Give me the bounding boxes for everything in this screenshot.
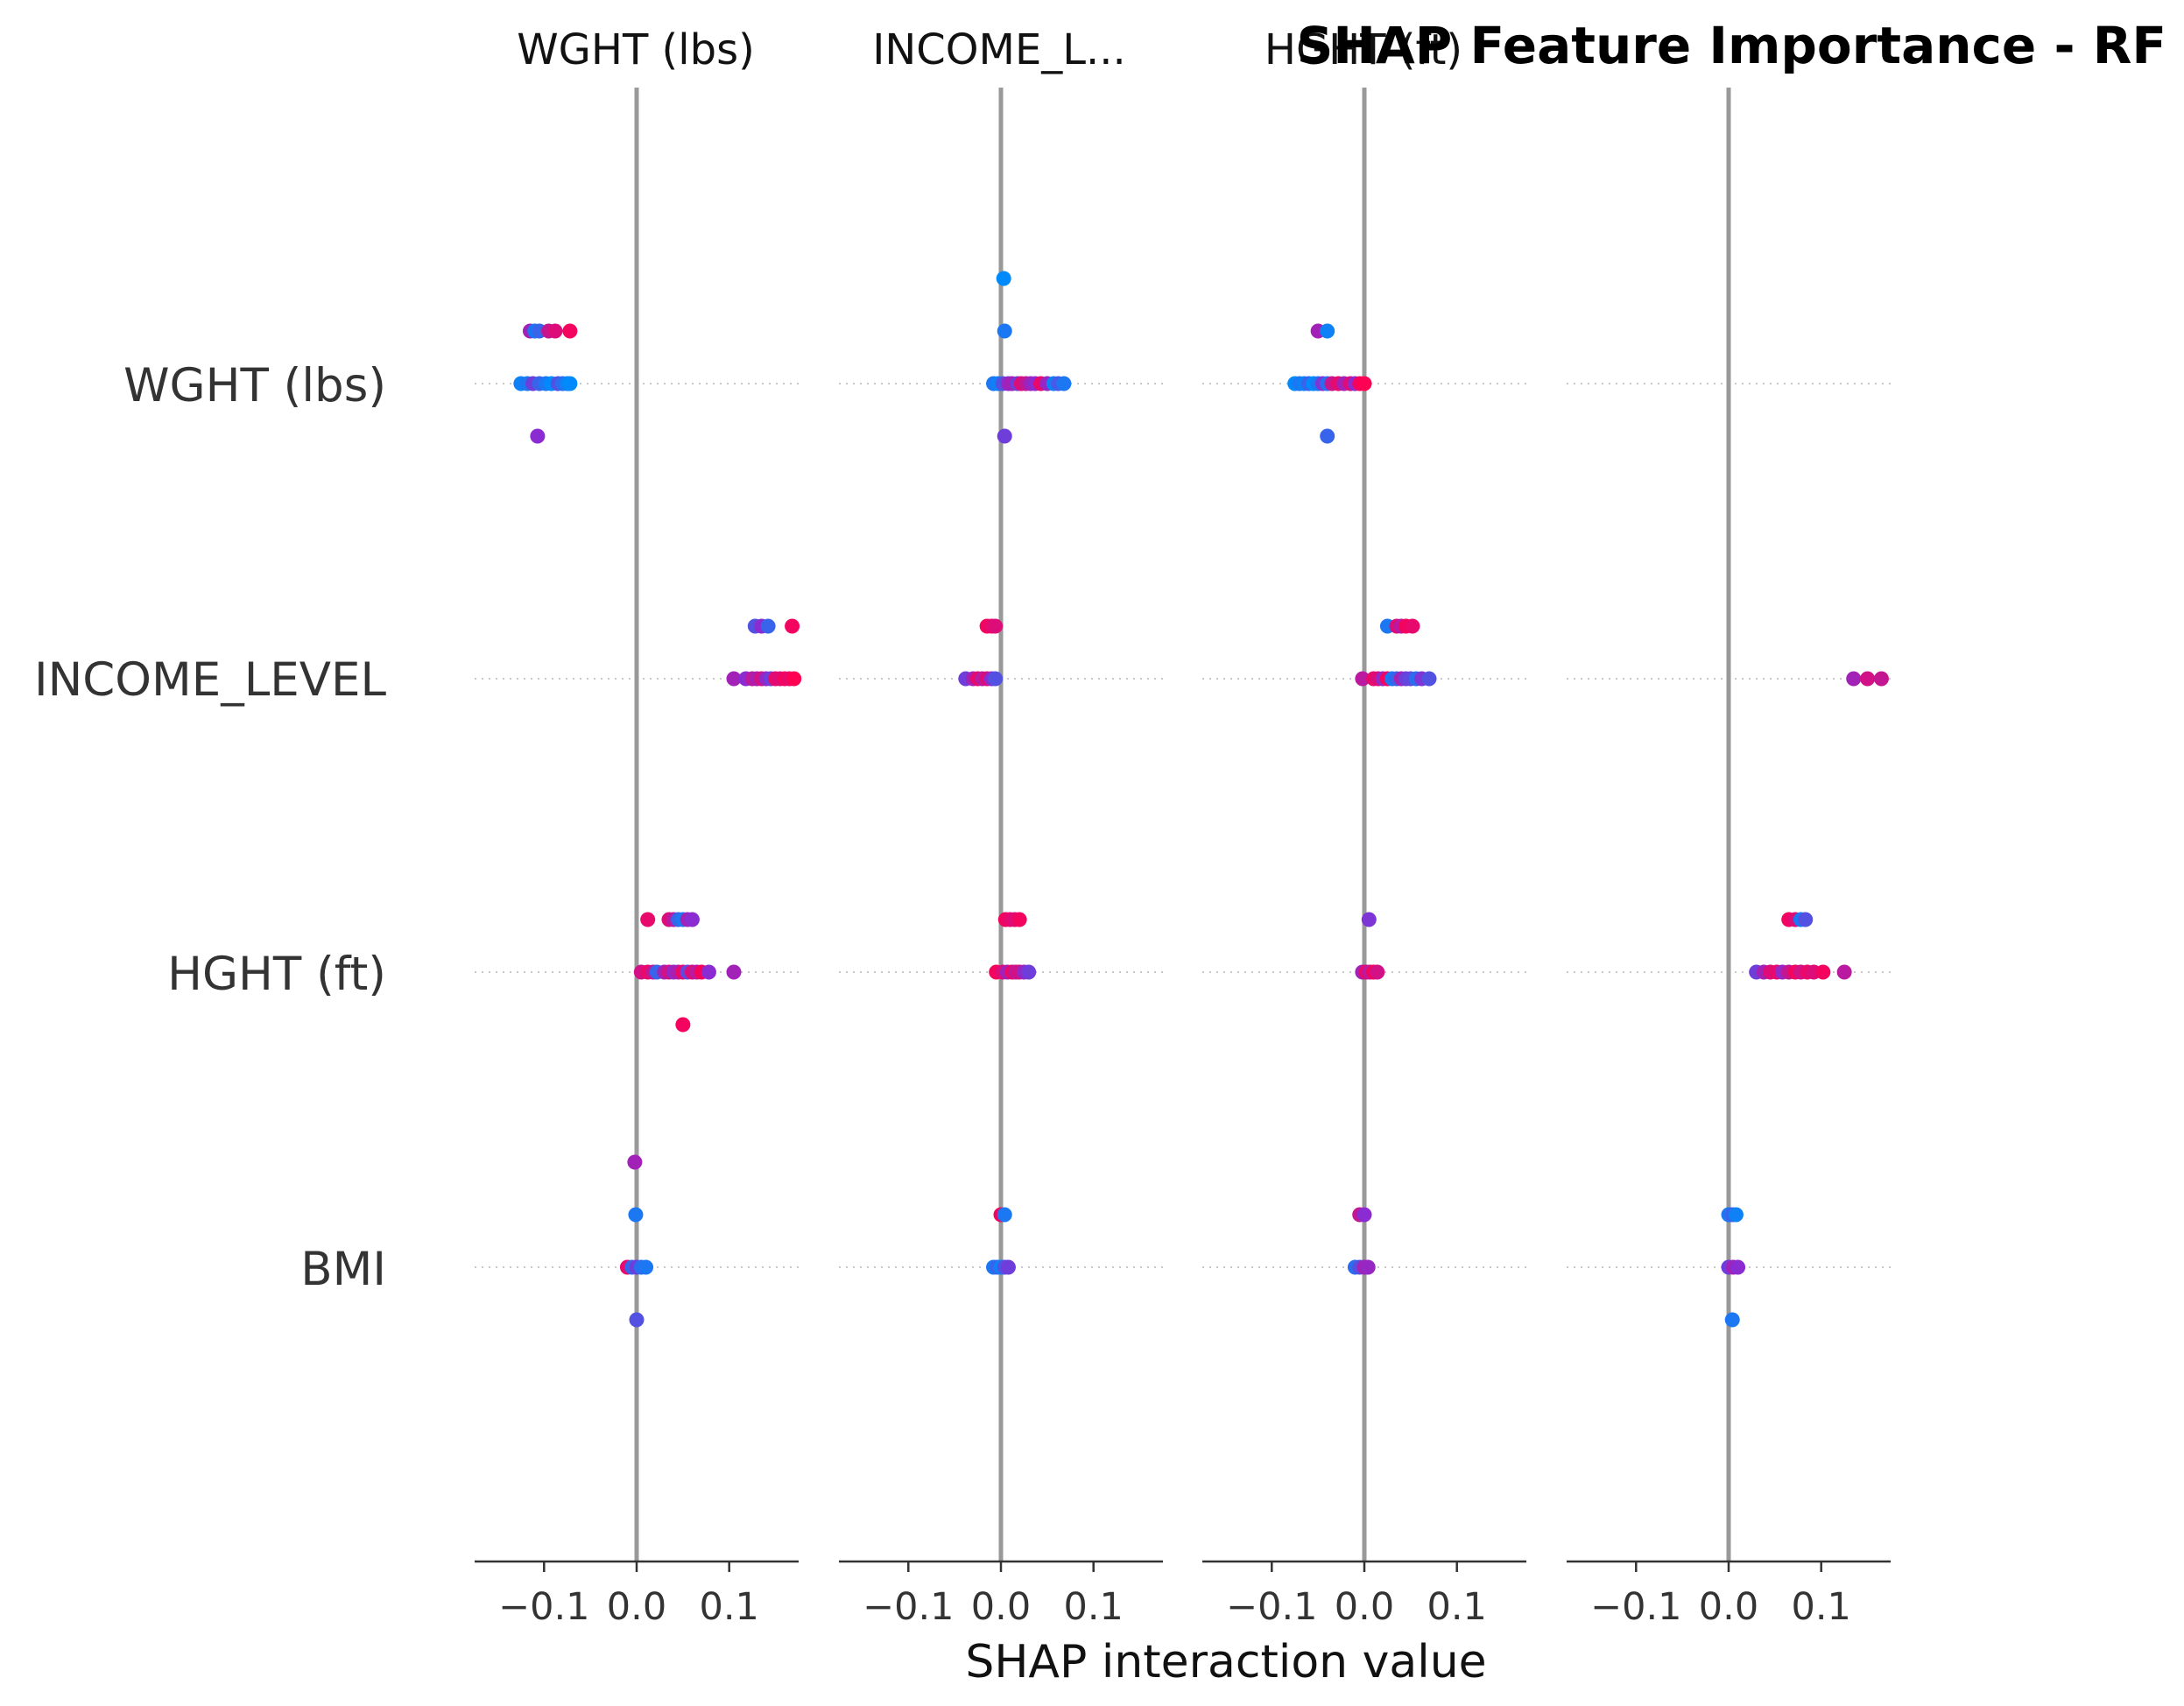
shap-point-bmi [997,1207,1012,1223]
shap-point-hght-ft [1798,912,1814,927]
panel-titles: WGHT (lbs) INCOME_L... HGHT (ft) [517,25,1462,74]
shap-point-bmi [1000,1259,1016,1275]
x-axis-label: SHAP interaction value [965,1636,1486,1688]
shap-point-bmi [1356,1207,1372,1223]
row-label-hght: HGHT (ft) [167,948,386,1001]
shap-point-bmi [1724,1312,1740,1328]
x-tick-label: 0.1 [1427,1585,1487,1629]
shap-point-income-level [988,671,1004,687]
x-tick-label: 0.0 [971,1585,1031,1629]
shap-point-wght-lbs [1056,376,1072,391]
shap-point-income-level [988,618,1004,634]
shap-point-hght-ft [675,1017,691,1033]
shap-point-bmi [1360,1259,1376,1275]
row-label-income-level: INCOME_LEVEL [34,653,386,707]
panel-title-hght: HGHT (ft) [1265,25,1462,74]
shap-point-hght-ft [1021,964,1037,980]
shap-point-hght-ft [701,964,716,980]
x-tick-label: 0.0 [1335,1585,1394,1629]
shap-point-income-level [1846,671,1862,687]
shap-point-wght-lbs [547,323,563,339]
shap-point-hght-ft [640,912,656,927]
shap-point-wght-lbs [996,271,1011,286]
x-tick-label: −0.1 [863,1585,954,1629]
x-tick-label: 0.1 [1792,1585,1851,1629]
x-tick-label: −0.1 [1590,1585,1681,1629]
row-label-wght: WGHT (lbs) [123,359,386,412]
panel-4: −0.1 0.0 0.1 [1567,88,1891,1629]
shap-point-wght-lbs [1356,376,1372,391]
row-labels: WGHT (lbs) INCOME_LEVEL HGHT (ft) BMI [34,359,386,1296]
shap-point-wght-lbs [1320,323,1335,339]
shap-point-wght-lbs [562,376,578,391]
panel-3: −0.1 0.0 0.1 [1202,88,1526,1629]
shap-point-wght-lbs [997,323,1012,339]
shap-point-income-level [1421,671,1437,687]
shap-point-bmi [628,1207,644,1223]
shap-point-hght-ft [1361,912,1377,927]
shap-point-income-level [1355,671,1370,687]
shap-point-income-level [726,671,742,687]
shap-point-bmi [629,1312,645,1328]
shap-point-wght-lbs [1320,428,1335,444]
shap-point-wght-lbs [997,428,1012,444]
shap-point-hght-ft [1836,964,1852,980]
panel-1: −0.1 0.0 0.1 [475,88,802,1629]
shap-point-bmi [627,1154,643,1170]
shap-point-income-level [786,671,802,687]
panel-title-income: INCOME_L... [872,25,1126,74]
panel-2: −0.1 0.0 0.1 [839,88,1163,1629]
shap-point-hght-ft [684,912,700,927]
shap-point-income-level [1873,671,1889,687]
x-tick-label: 0.0 [1699,1585,1758,1629]
row-label-bmi: BMI [300,1243,386,1296]
shap-point-hght-ft [1011,912,1027,927]
shap-point-hght-ft [1815,964,1831,980]
shap-point-income-level [785,618,800,634]
shap-point-bmi [1728,1207,1744,1223]
x-tick-label: 0.0 [607,1585,666,1629]
shap-point-bmi [638,1259,654,1275]
shap-point-wght-lbs [530,428,546,444]
panels: −0.1 0.0 0.1 −0.1 0.0 0.1 −0.1 0.0 0.1 −0.1 0.0 0.1 [475,88,1891,1629]
x-tick-label: −0.1 [1226,1585,1317,1629]
shap-point-hght-ft [1370,964,1385,980]
x-tick-label: −0.1 [498,1585,589,1629]
x-tick-label: 0.1 [1064,1585,1124,1629]
panel-title-wght: WGHT (lbs) [517,25,755,74]
shap-point-bmi [1730,1259,1746,1275]
shap-point-income-level [1405,618,1420,634]
shap-point-hght-ft [726,964,742,980]
shap-point-income-level [760,618,776,634]
x-tick-label: 0.1 [700,1585,759,1629]
chart-title: SHAP Feature Importance - RF [1297,16,2166,75]
shap-point-wght-lbs [562,323,578,339]
shap-point-income-level [1860,671,1876,687]
